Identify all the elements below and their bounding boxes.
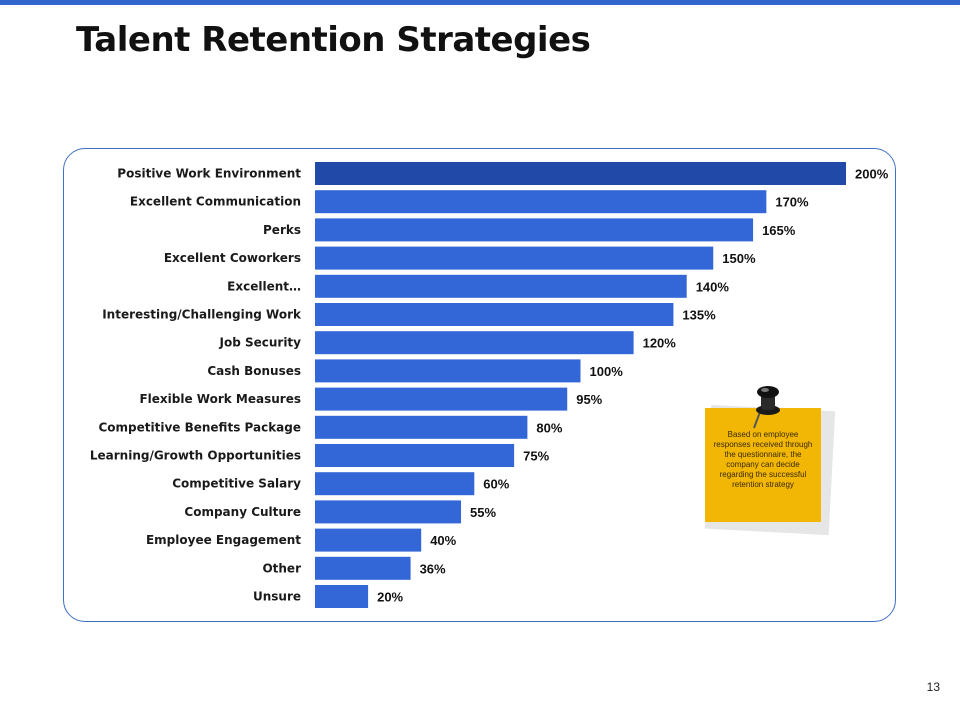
value-label-7: 100% [590, 364, 624, 379]
bar-5 [315, 303, 674, 326]
bar-6 [315, 331, 634, 355]
category-label-8: Flexible Work Measures [139, 392, 301, 406]
bar-0 [315, 162, 846, 185]
category-label-10: Learning/Growth Opportunities [90, 449, 301, 463]
category-label-1: Excellent Communication [130, 195, 301, 209]
bar-3 [315, 246, 714, 270]
category-label-9: Competitive Benefits Package [98, 420, 301, 434]
value-label-0: 200% [855, 167, 889, 182]
value-label-13: 40% [430, 533, 456, 548]
bar-8 [315, 387, 568, 411]
sticky-note: Based on employee responses received thr… [700, 380, 836, 538]
value-label-12: 55% [470, 505, 496, 520]
pushpin-icon [753, 386, 780, 429]
value-label-6: 120% [643, 336, 677, 351]
value-label-15: 20% [377, 590, 403, 605]
chart-frame [63, 148, 896, 622]
bar-12 [315, 500, 462, 524]
value-label-10: 75% [523, 449, 549, 464]
value-label-14: 36% [420, 561, 446, 576]
bar-9 [315, 415, 528, 439]
category-label-14: Other [262, 561, 301, 575]
category-label-5: Interesting/Challenging Work [102, 308, 302, 322]
category-label-15: Unsure [253, 590, 301, 604]
bar-7 [315, 359, 581, 383]
value-label-8: 95% [576, 392, 602, 407]
bar-10 [315, 444, 515, 467]
bar-15 [315, 585, 369, 608]
category-label-11: Competitive Salary [172, 477, 301, 491]
value-label-11: 60% [483, 477, 509, 492]
category-label-6: Job Security [218, 336, 301, 350]
value-label-3: 150% [722, 251, 756, 266]
value-label-9: 80% [536, 420, 562, 435]
category-label-0: Positive Work Environment [117, 167, 301, 181]
value-label-4: 140% [696, 279, 730, 294]
category-label-2: Perks [263, 223, 301, 237]
bar-14 [315, 556, 411, 580]
bar-1 [315, 190, 767, 214]
bar-11 [315, 472, 475, 496]
value-label-2: 165% [762, 223, 796, 238]
bar-13 [315, 528, 422, 552]
top-accent-bar [0, 0, 960, 5]
category-label-12: Company Culture [184, 505, 301, 519]
bar-2 [315, 218, 754, 242]
sticky-note-text: Based on employee responses received thr… [705, 408, 821, 522]
value-label-1: 170% [775, 195, 809, 210]
value-label-5: 135% [682, 308, 716, 323]
category-label-4: Excellent… [227, 279, 301, 293]
page-number: 13 [926, 680, 940, 694]
bar-4 [315, 274, 687, 298]
category-label-3: Excellent Coworkers [164, 251, 301, 265]
category-label-13: Employee Engagement [146, 533, 301, 547]
page-title: Talent Retention Strategies [76, 20, 591, 60]
category-label-7: Cash Bonuses [207, 364, 301, 378]
